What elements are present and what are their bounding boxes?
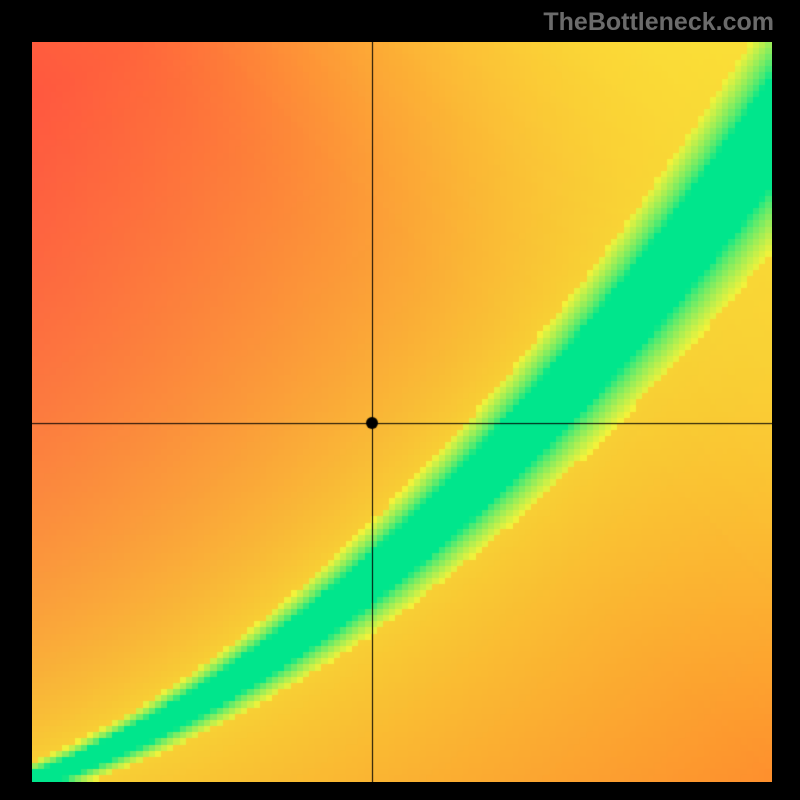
- bottleneck-heatmap: [32, 42, 772, 782]
- watermark-text: TheBottleneck.com: [543, 8, 774, 37]
- chart-container: TheBottleneck.com: [0, 0, 800, 800]
